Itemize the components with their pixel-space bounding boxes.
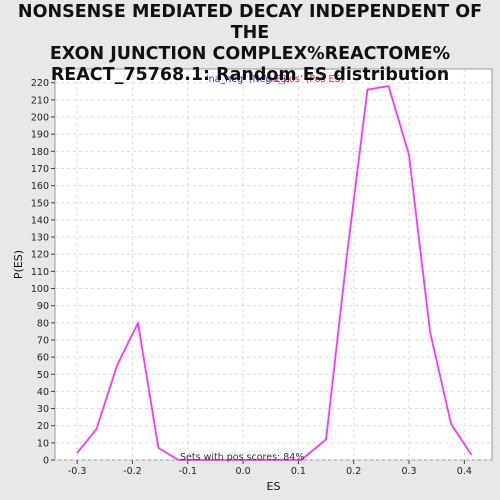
x-tick-label: -0.1	[178, 466, 197, 477]
y-tick-label: 20	[37, 421, 49, 432]
grid-lines	[55, 69, 492, 461]
y-tick-label: 210	[31, 95, 49, 106]
y-tick-label: 30	[37, 404, 49, 415]
chart-title: NONSENSE MEDIATED DECAY INDEPENDENT OF T…	[17, 2, 483, 85]
x-tick-label: 0.1	[291, 466, 306, 477]
y-tick-label: 100	[31, 284, 49, 295]
y-tick-label: 60	[37, 353, 49, 364]
y-tick-label: 10	[37, 438, 49, 449]
x-tick-label: 0.4	[457, 466, 472, 477]
y-tick-label: 200	[31, 113, 49, 124]
y-axis-label: P(ES)	[12, 250, 25, 279]
y-tick-label: 50	[37, 370, 49, 381]
y-tick-label: 140	[31, 215, 49, 226]
x-axis-label: ES	[267, 480, 281, 493]
y-tick-label: 130	[31, 233, 49, 244]
y-tick-label: 190	[31, 130, 49, 141]
y-tick-label: 120	[31, 250, 49, 261]
x-tick-label: 0.2	[346, 466, 361, 477]
y-tick-label: 110	[31, 267, 49, 278]
y-tick-label: 80	[37, 318, 49, 329]
y-tick-label: 40	[37, 387, 49, 398]
x-tick-label: -0.2	[123, 466, 142, 477]
y-tick-label: 180	[31, 147, 49, 158]
legend: 'na_neg' (Neg ES) 'na_pos' (Pos ES)	[206, 74, 344, 85]
axes: 0 10 20 30 40 50 60 70 80 90 100 110 120 130 140 150 160…	[31, 78, 472, 477]
pos-score-annotation: Sets with pos scores: 84%	[180, 452, 304, 463]
x-tick-label: 0.3	[401, 466, 416, 477]
series-layer	[76, 85, 473, 461]
y-tick-label: 150	[31, 198, 49, 209]
y-tick-label: 0	[43, 456, 49, 467]
plot-area	[54, 68, 493, 461]
y-tick-label: 160	[31, 181, 49, 192]
y-tick-label: 220	[31, 78, 49, 89]
legend-entry-pos: 'na_pos' (Pos ES)	[264, 74, 344, 85]
y-tick-label: 170	[31, 164, 49, 175]
es-distribution-line	[76, 85, 473, 461]
x-tick-label: 0.0	[236, 466, 251, 477]
legend-entry-neg: 'na_neg' (Neg ES)	[206, 74, 290, 85]
y-tick-label: 90	[37, 301, 49, 312]
y-tick-label: 70	[37, 335, 49, 346]
x-tick-label: -0.3	[68, 466, 87, 477]
